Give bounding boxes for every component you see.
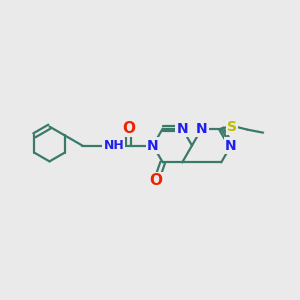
Text: O: O (149, 173, 162, 188)
Text: N: N (225, 139, 237, 152)
Text: NH: NH (103, 139, 124, 152)
Text: N: N (147, 139, 159, 152)
Text: N: N (176, 122, 188, 136)
Text: S: S (227, 120, 237, 134)
Text: N: N (196, 122, 208, 136)
Text: O: O (122, 121, 135, 136)
